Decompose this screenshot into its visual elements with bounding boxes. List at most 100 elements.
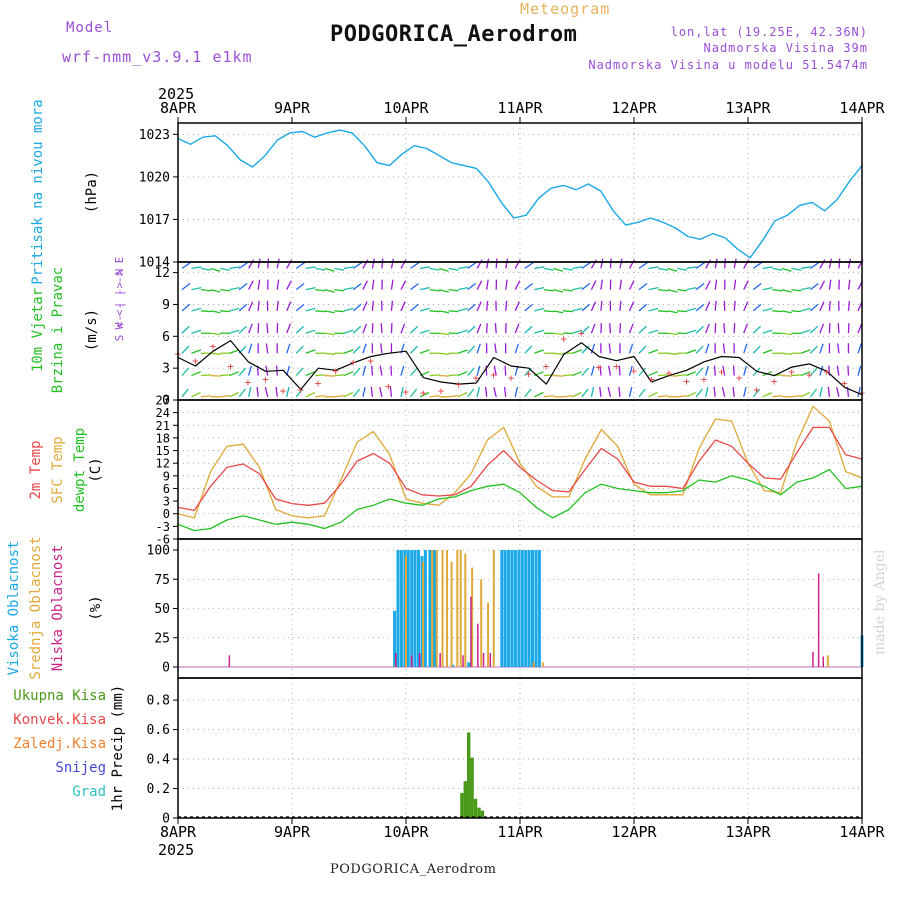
wind-arrow [828,258,832,269]
wind-arrow [705,343,710,354]
wind-arrow [638,303,648,312]
precip-legend-item: Konvek.Kisa [13,712,106,728]
gust-marker: + [245,376,252,389]
cloud-bar [435,550,438,667]
wind-arrow [648,266,659,270]
wind-arrow [819,343,824,354]
cloud-bar [428,550,432,667]
wind-speed-line [177,340,863,396]
wind-arrow [743,259,750,269]
wind-arrow [553,310,564,314]
wind-arrow [572,391,582,398]
wind-arrow [562,267,573,271]
wind-arrow [752,388,761,398]
year-label-top: 2025 [158,85,194,103]
gust-marker: + [420,387,427,400]
temp-tick-label: -3 [156,520,170,534]
wind-arrow [722,365,726,376]
precip-legend-item: Ukupna Kisa [13,688,106,704]
dewpoint-line [177,468,863,532]
wind-arrow [353,262,362,269]
temp-tick-label: 9 [163,469,170,483]
wind-arrow [514,365,519,376]
wind-arrow [419,286,430,291]
wind-arrow [181,325,190,334]
wind-arrow [705,365,709,376]
cloud-bar [507,550,511,667]
precip-hgrid [178,699,862,819]
wind-arrow [410,345,418,354]
wind-arrow [181,262,191,269]
wind-arrow [762,349,773,354]
temp-unit-label: (C) [88,457,104,482]
wind-arrow [220,394,231,398]
cloud-bar [517,550,521,667]
wind-arrow [658,374,669,377]
cloud-bar [477,623,479,667]
wind-tick-label: 0 [162,394,170,409]
wind-arrow [791,288,802,292]
wind-arrow [733,258,737,269]
wind-arrow [248,343,253,354]
wind-arrow [467,282,476,291]
cloud-tick-label: 25 [154,631,170,646]
wind-arrow [362,280,368,290]
wind-direction-key2: S <- | -> N [113,269,126,342]
wind-arrow [486,279,489,290]
wind-arrow [553,267,564,272]
wind-arrow [809,367,818,377]
cloud-bar [410,655,413,667]
wind-arrow [600,279,603,290]
wind-arrow [494,343,497,354]
wind-arrow [467,345,476,354]
wind-arrow [836,365,840,376]
cloud-bar [399,550,403,667]
wind-arrow [827,386,831,397]
wind-unit-label: (m/s) [84,309,100,351]
wind-arrow [838,258,841,269]
wind-arrow [305,371,316,377]
wind-arrow [181,303,191,312]
wind-arrow [493,386,497,397]
wind-arrow [743,343,748,354]
wind-arrow [295,345,304,354]
wind-arrow [438,310,450,314]
wind-arrow [457,371,468,377]
wind-arrow [721,386,726,397]
wind-arrow [752,282,762,291]
wind-arrow [714,300,717,311]
temp-tick-label: 6 [163,482,170,496]
wind-arrow [705,280,711,290]
wind-hgrid [178,272,862,401]
wind-arrow [419,266,430,270]
wind-arrow [476,301,482,312]
wind-arrow [248,280,254,290]
wind-arrow [714,279,718,290]
x-tick-label-top: 11APR [497,99,543,117]
x-tick-label-bottom: 12APR [611,823,657,841]
wind-arrow [191,307,202,312]
wind-arrow [295,282,305,291]
cloud-bar [467,662,471,667]
wind-arrow [220,310,231,313]
wind-arrow [648,371,658,377]
wind-arrow [608,343,612,354]
wind-arrow [485,365,488,376]
elevation-label: Nadmorska Visina 39m [703,41,868,55]
wind-arrow [553,288,564,293]
wind-arrow [847,279,851,290]
pressure-axis-label: Pritisak na nivou mora [30,99,46,284]
sfc-temp-axis-label: SFC Temp [50,436,66,503]
cloud-bar [534,550,538,667]
wind-arrow [200,374,212,377]
gust-marker: + [771,375,778,388]
wind-arrow [781,288,792,293]
wind-arrow [448,374,459,377]
wind-arrow [743,386,747,397]
wind-arrow [334,267,345,271]
wind-arrow [295,367,304,377]
wind-arrow [667,332,678,336]
temp-tick-label: 15 [156,444,170,458]
wind-arrow [352,367,361,377]
wind-arrow [828,279,832,290]
